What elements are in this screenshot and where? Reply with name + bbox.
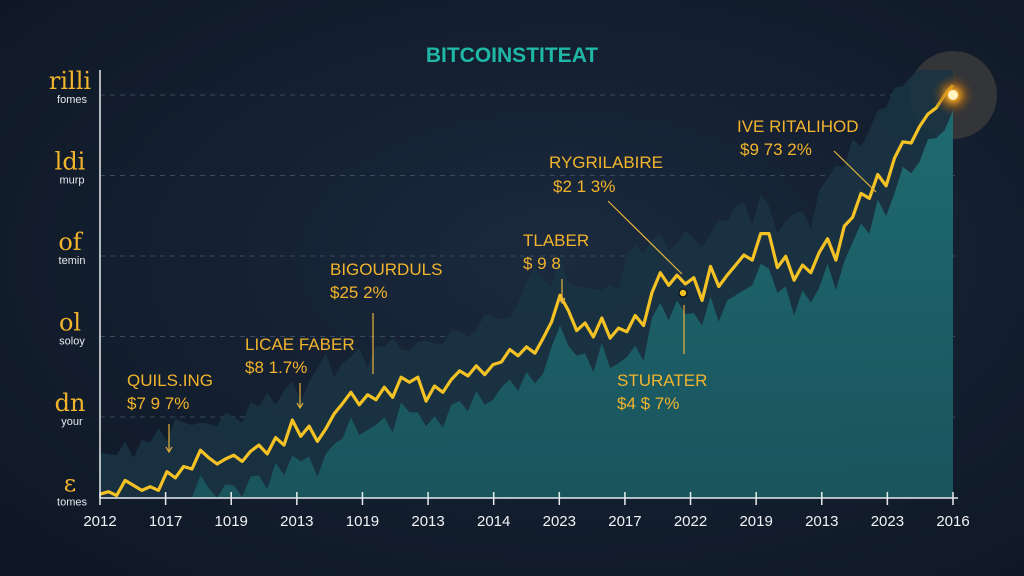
annotation-arrowhead [165, 446, 173, 454]
annotation-title: IVE RITALIHOD [737, 117, 859, 136]
x-tick-label: 1017 [149, 513, 182, 530]
glow-point-core [948, 90, 958, 100]
annotation-arrowhead [296, 402, 304, 410]
x-tick-label: 1019 [215, 513, 248, 530]
annotation-title: STURATER [617, 371, 707, 390]
y-label-big: of [58, 228, 83, 256]
x-tick-label: 2017 [608, 513, 641, 530]
y-label-small: soloy [59, 336, 85, 348]
annotation-value: $8 1.7% [245, 358, 307, 377]
annotation-leader [833, 150, 877, 193]
y-label-big: rilli [49, 67, 92, 95]
marker-point [678, 288, 688, 298]
x-tick-label: 2013 [805, 513, 838, 530]
x-tick-label: 2013 [411, 513, 444, 530]
y-label-big: ε [64, 470, 76, 498]
y-label-big: dn [55, 389, 86, 417]
x-tick-label: 2014 [477, 513, 510, 530]
x-tick-label: 1019 [346, 513, 379, 530]
x-tick-label: 2022 [674, 513, 707, 530]
x-tick-label: 2023 [543, 513, 576, 530]
price-line [99, 84, 955, 498]
y-label-small: fomes [57, 94, 87, 106]
annotation-arrowhead [558, 297, 566, 305]
x-tick-label: 2012 [83, 513, 116, 530]
area-layers [100, 70, 953, 499]
y-label-small: tomes [57, 497, 87, 509]
annotation-value: $ 9 8 [523, 254, 561, 273]
annotation-value: $4 $ 7% [617, 394, 679, 413]
x-tick-label: 2019 [739, 513, 772, 530]
annotation-leader [607, 200, 683, 275]
x-tick-label: 2016 [936, 513, 969, 530]
annotation-title: LICAE FABER [245, 335, 355, 354]
annotation-title: QUILS.ING [127, 371, 213, 390]
x-tick-label: 2013 [280, 513, 313, 530]
annotation-value: $2 1 3% [553, 177, 615, 196]
annotation-title: RYGRILABIRE [549, 153, 663, 172]
chart-title: BITCOINSTITEAT [426, 44, 598, 67]
x-axis-ticks: 2012 1017 1019 2013 1019 2013 2014 2023 2017 2022… [83, 492, 970, 530]
annotation-value: $9 73 2% [740, 140, 812, 159]
annotation-title: BIGOURDULS [330, 260, 442, 279]
y-label-small: temin [59, 255, 86, 267]
annotation-title: TLABER [523, 231, 589, 250]
y-label-small: murp [59, 175, 84, 187]
annotation-value: $25 2% [330, 283, 388, 302]
main-area [100, 110, 953, 499]
x-tick-label: 2023 [871, 513, 904, 530]
y-label-big: ol [59, 309, 81, 337]
annotation-value: $7 9 7% [127, 394, 189, 413]
y-label-small: your [61, 416, 83, 428]
y-label-big: ldi [55, 148, 86, 176]
annotations: QUILS.ING $7 9 7% LICAE FABER $8 1.7% BIGOUR… [127, 117, 877, 454]
